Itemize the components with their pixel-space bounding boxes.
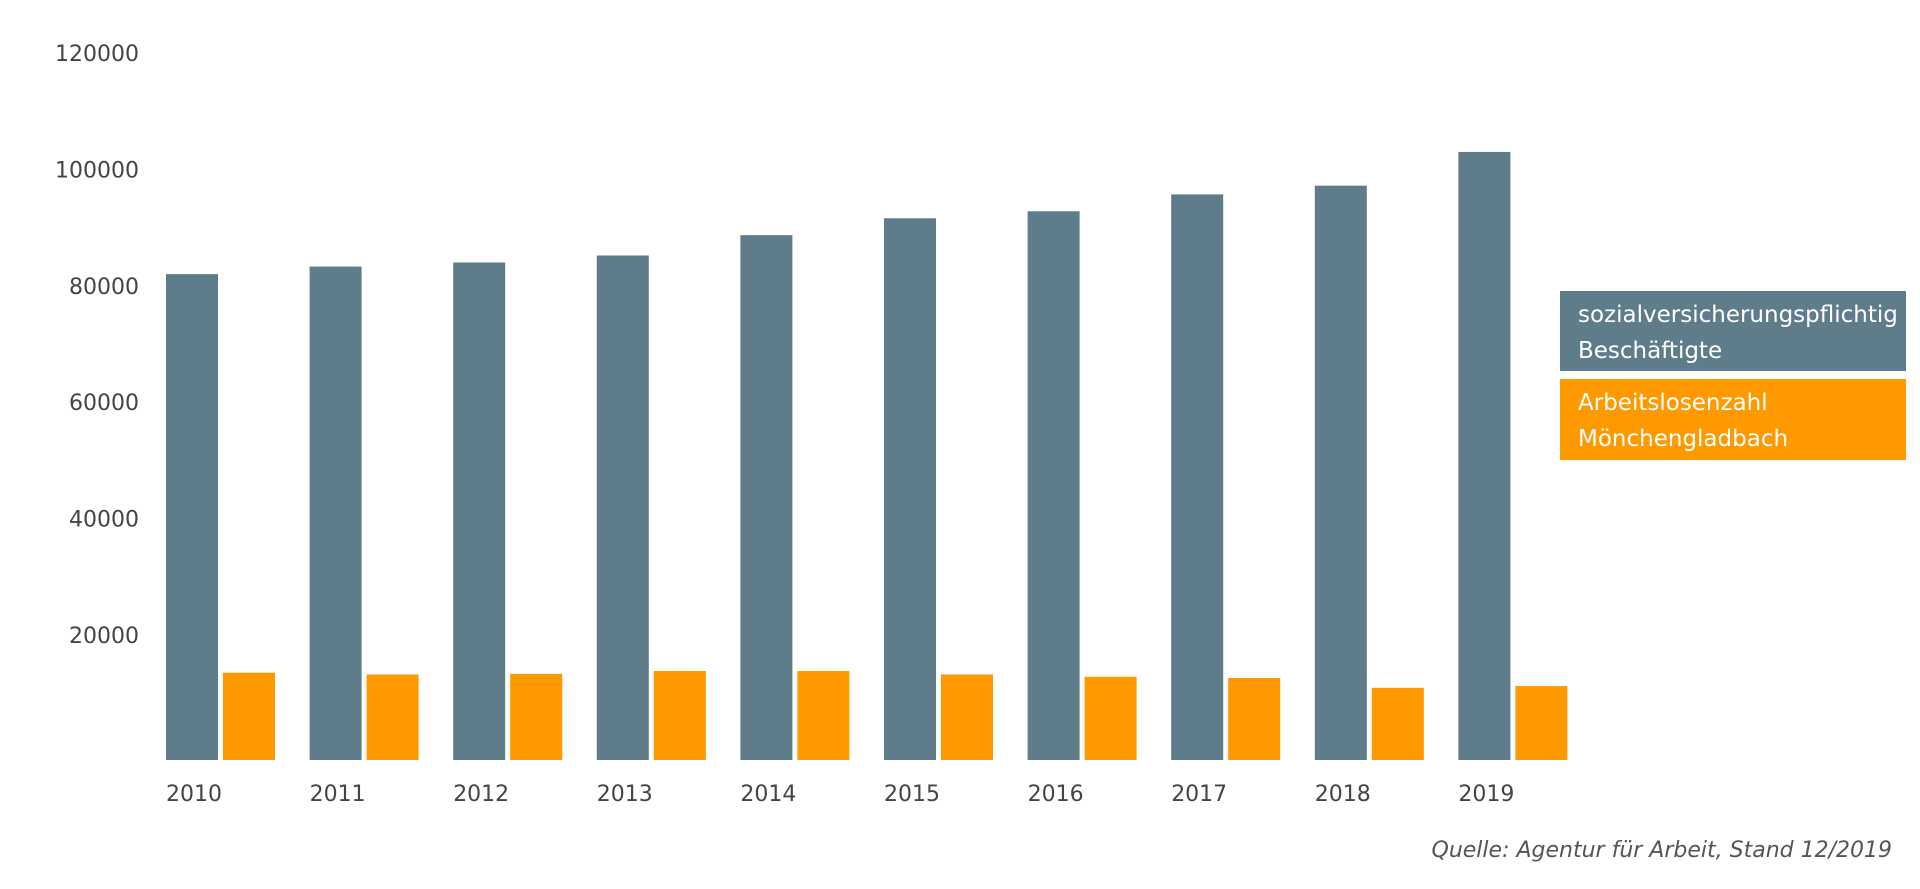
x-tick-label: 2019 <box>1458 782 1514 807</box>
legend-item-arbeitslose: Arbeitslosenzahl Mönchengladbach <box>1560 379 1906 460</box>
legend-label-line-2: Beschäftigte <box>1578 338 1723 364</box>
y-tick-label: 120000 <box>55 42 139 67</box>
legend-label-line-2: Mönchengladbach <box>1578 426 1789 452</box>
legend-label-line-1: sozialversicherungspflichtig <box>1578 302 1898 328</box>
x-tick-label: 2013 <box>597 782 653 807</box>
bar-arbeitslose <box>1515 686 1568 760</box>
bar-beschaeftigte <box>1171 194 1224 760</box>
legend-label-line-1: Arbeitslosenzahl <box>1578 390 1768 416</box>
x-tick-label: 2012 <box>453 782 509 807</box>
bar-beschaeftigte <box>740 235 793 760</box>
bar-beschaeftigte <box>1314 185 1367 760</box>
bar-beschaeftigte <box>1027 211 1080 760</box>
bar-beschaeftigte <box>1458 151 1511 760</box>
x-tick-label: 2014 <box>740 782 796 807</box>
bar-beschaeftigte <box>309 266 362 760</box>
x-tick-label: 2017 <box>1171 782 1227 807</box>
x-tick-label: 2010 <box>166 782 222 807</box>
bar-beschaeftigte <box>166 274 218 760</box>
bar-beschaeftigte <box>884 218 936 760</box>
y-axis: 20000 40000 60000 80000 100000 120000 <box>55 42 139 649</box>
bar-arbeitslose <box>797 670 850 760</box>
bar-beschaeftigte <box>596 255 649 760</box>
bar-arbeitslose <box>653 670 706 760</box>
bar-arbeitslose <box>1084 676 1137 760</box>
y-tick-label: 80000 <box>69 275 139 300</box>
bar-arbeitslose <box>223 672 275 760</box>
source-note: Quelle: Agentur für Arbeit, Stand 12/201… <box>1431 838 1892 863</box>
bar-arbeitslose <box>1371 687 1424 760</box>
x-tick-label: 2015 <box>884 782 940 807</box>
bar-arbeitslose <box>1228 677 1281 760</box>
y-tick-label: 20000 <box>69 624 139 649</box>
y-tick-label: 100000 <box>55 158 139 183</box>
bar-arbeitslose <box>510 673 563 760</box>
x-axis: 2010 2011 2012 2013 2014 2015 2016 2017 2018 2019 <box>166 782 1514 807</box>
x-tick-label: 2011 <box>310 782 366 807</box>
y-tick-label: 60000 <box>69 391 139 416</box>
bar-beschaeftigte <box>453 262 506 760</box>
y-tick-label: 40000 <box>69 508 139 533</box>
chart-bars <box>166 151 1568 760</box>
bar-arbeitslose <box>941 674 993 760</box>
x-tick-label: 2016 <box>1028 782 1084 807</box>
legend-item-beschaeftigte: sozialversicherungspflichtig Beschäftigt… <box>1560 291 1906 371</box>
x-tick-label: 2018 <box>1315 782 1371 807</box>
bar-arbeitslose <box>366 674 419 760</box>
